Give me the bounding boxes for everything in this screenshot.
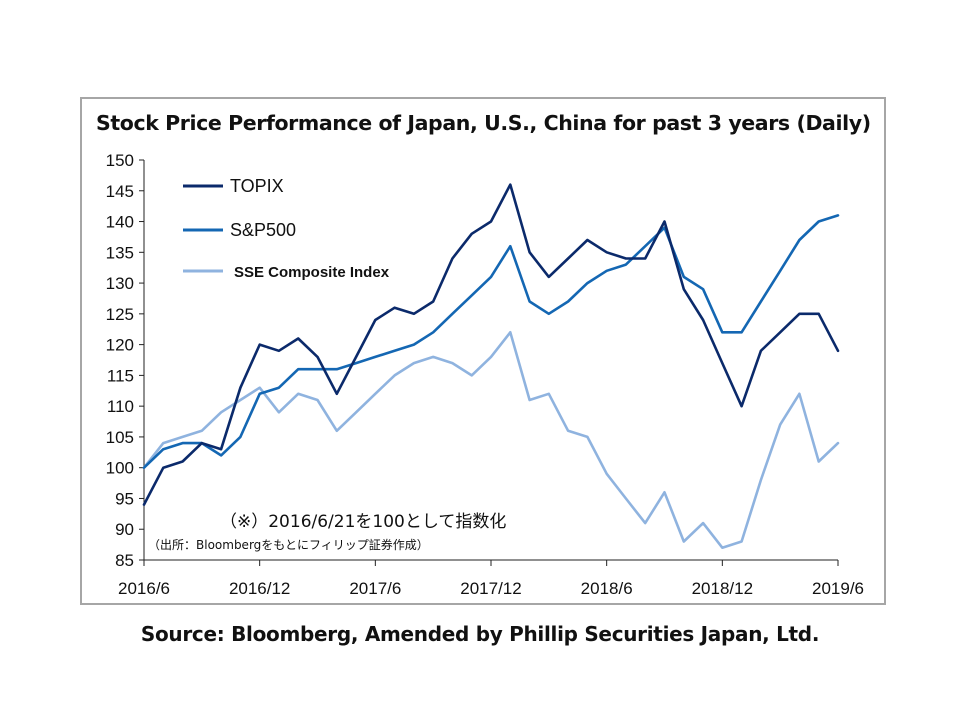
y-tick-label: 115 [107,366,134,385]
y-tick-label: 110 [107,397,134,416]
y-tick-label: 140 [106,213,134,232]
series-line-s-p500 [142,214,840,470]
series-line-topix [142,183,840,506]
y-tick-label: 125 [106,305,134,324]
x-tick-label: 2016/12 [229,579,290,598]
x-tick-label: 2018/12 [692,579,753,598]
y-tick-label: 150 [106,151,134,170]
chart-frame [80,97,886,605]
source-caption: Source: Bloomberg, Amended by Phillip Se… [140,622,820,646]
x-tick-label: 2019/6 [812,579,864,598]
y-tick-label: 85 [115,551,134,570]
legend-label: SSE Composite Index [234,264,390,281]
y-tick-label: 135 [106,243,134,262]
x-tick-label: 2017/12 [460,579,521,598]
y-tick-label: 95 [115,489,134,508]
y-tick-label: 90 [115,520,134,539]
y-tick-label: 145 [106,182,134,201]
legend: TOPIX S&P500 SSE Composite Index [183,176,390,281]
y-tick-label: 100 [106,459,134,478]
y-tick-label: 120 [106,336,134,355]
series-lines [142,183,840,550]
axes: 85 90 95 100 105 110 115 120 125 130 135 140 145 150 2… [106,151,864,598]
chart-title: Stock Price Performance of Japan, U.S., … [96,111,871,135]
source-note-japanese: （出所：Bloombergをもとにフィリップ証券作成） [148,538,429,552]
legend-label: S&P500 [230,220,296,240]
series-line-sse-composite-index [142,330,840,550]
x-tick-label: 2018/6 [581,579,633,598]
y-tick-label: 130 [106,274,134,293]
legend-label: TOPIX [230,176,284,196]
y-tick-label: 105 [106,428,134,447]
x-tick-label: 2017/6 [349,579,401,598]
index-note: （※）2016/6/21を100として指数化 [220,512,507,532]
x-tick-label: 2016/6 [118,579,170,598]
